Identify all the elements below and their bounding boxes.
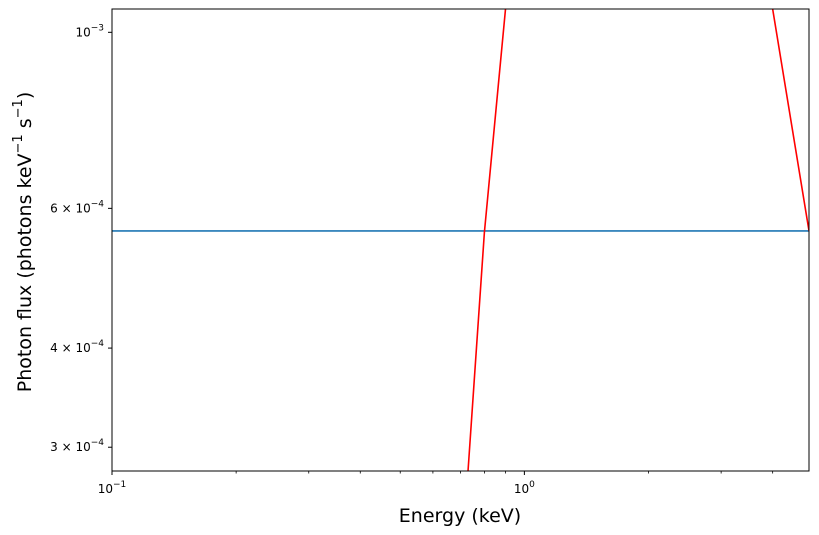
x-axis-title: Energy (keV) [399,505,521,527]
x-tick-label-0: 10−1 [98,480,127,496]
y-tick-label-2: 4 × 10−4 [50,339,104,355]
plot-background [112,9,809,471]
y-axis-title: Photon flux (photons keV−1 s−1) [11,92,36,393]
series-line-2 [467,9,809,471]
y-tick-label-0: 10−3 [75,23,104,39]
x-tick-label-1: 100 [514,480,535,496]
tick-layer: 10−1 100 10−3 6 × 10−4 4 × 10−4 3 × 10−4 [50,23,774,496]
series-layer [112,9,809,471]
y-tick-label-1: 6 × 10−4 [50,199,104,215]
y-tick-label-3: 3 × 10−4 [50,438,104,454]
plot-frame [111,8,810,472]
